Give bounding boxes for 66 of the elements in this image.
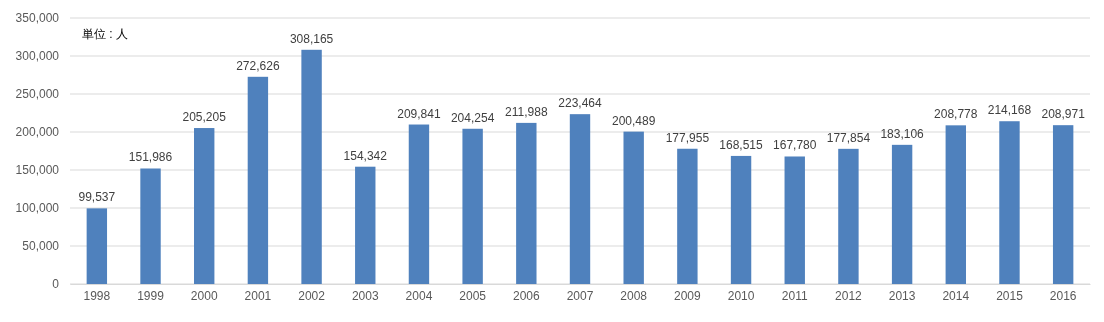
data-label: 204,254 (450, 110, 495, 125)
x-tick-label: 1999 (137, 289, 165, 304)
bar (140, 168, 161, 284)
x-tick-label: 2013 (888, 289, 916, 304)
x-tick-label: 2011 (781, 289, 808, 304)
data-label: 208,778 (934, 107, 978, 122)
data-label: 200,489 (611, 113, 656, 128)
y-tick-label: 200,000 (15, 125, 60, 140)
x-tick-label: 2009 (674, 289, 702, 304)
data-label: 272,626 (236, 58, 280, 73)
x-tick-label: 2007 (566, 289, 594, 304)
bar (194, 128, 215, 284)
x-tick-label: 2005 (459, 289, 487, 304)
y-tick-label: 300,000 (15, 49, 60, 64)
bar (569, 114, 591, 284)
bar (999, 121, 1020, 284)
x-tick-label: 2002 (298, 289, 326, 304)
x-tick-label: 2016 (1049, 289, 1077, 304)
bar (86, 208, 108, 284)
x-tick-label: 2014 (942, 289, 970, 304)
x-tick-label: 2003 (351, 289, 379, 304)
data-label: 214,168 (987, 103, 1032, 118)
y-tick-label: 0 (52, 277, 60, 292)
bar (408, 124, 430, 284)
bar (1052, 125, 1074, 284)
x-tick-label: 2015 (996, 289, 1024, 304)
bar (730, 155, 752, 284)
bar (355, 166, 376, 284)
data-label: 209,841 (397, 106, 441, 121)
bar (945, 125, 966, 284)
data-label: 208,971 (1041, 107, 1086, 122)
data-label: 308,165 (289, 31, 334, 46)
x-tick-label: 2001 (244, 289, 272, 304)
data-label: 177,955 (665, 130, 710, 145)
y-tick-label: 250,000 (15, 87, 60, 102)
data-label: 205,205 (182, 110, 227, 125)
annotation: 単位 : 人 (82, 27, 129, 41)
x-tick-label: 2000 (190, 289, 218, 304)
data-label: 183,106 (880, 126, 925, 141)
data-label: 223,464 (558, 96, 603, 111)
data-label: 168,515 (719, 137, 764, 152)
bar (623, 131, 644, 284)
bar (301, 49, 322, 284)
x-tick-label: 2012 (835, 289, 863, 304)
data-label: 99,537 (78, 190, 116, 205)
bar (891, 144, 913, 284)
data-label: 211,988 (505, 104, 548, 119)
bar (516, 122, 537, 284)
bar (838, 148, 859, 284)
x-tick-label: 2010 (727, 289, 755, 304)
data-label: 177,854 (826, 130, 871, 145)
x-tick-label: 1998 (83, 289, 111, 304)
y-tick-label: 50,000 (22, 239, 60, 254)
x-tick-label: 2006 (512, 289, 540, 304)
y-tick-label: 150,000 (15, 163, 60, 178)
y-tick-label: 350,000 (15, 11, 60, 26)
bar (677, 148, 698, 284)
x-tick-label: 2008 (620, 289, 648, 304)
x-tick-label: 2004 (405, 289, 433, 304)
bar (784, 156, 805, 284)
data-label: 167,780 (773, 138, 817, 153)
data-label: 151,986 (128, 150, 173, 165)
bar (462, 128, 483, 284)
bar (247, 76, 269, 284)
data-label: 154,342 (343, 148, 388, 163)
y-tick-label: 100,000 (15, 201, 60, 216)
